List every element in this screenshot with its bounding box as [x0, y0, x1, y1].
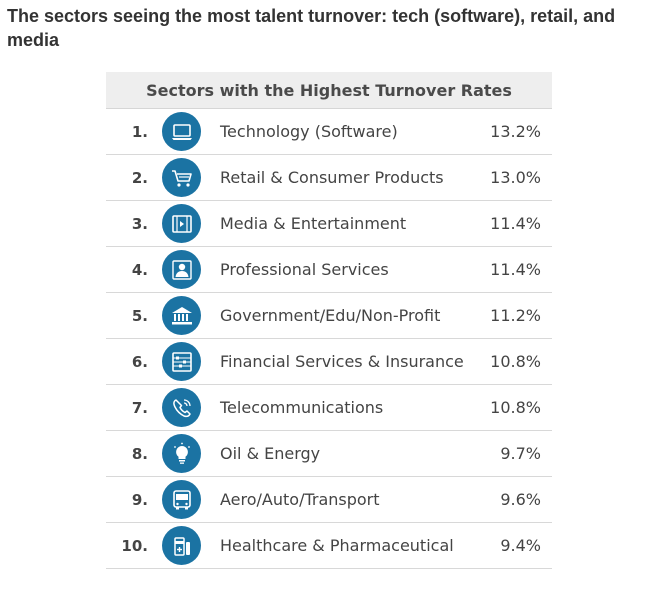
sector-label: Government/Edu/Non-Profit	[220, 306, 441, 325]
turnover-rate: 11.2%	[490, 306, 541, 325]
turnover-rate: 13.2%	[490, 122, 541, 141]
turnover-rate: 10.8%	[490, 352, 541, 371]
turnover-rate: 13.0%	[490, 168, 541, 187]
sector-label: Financial Services & Insurance	[220, 352, 464, 371]
sector-label: Telecommunications	[220, 398, 384, 417]
table-row: 3. Media & Entertainment 11.4%	[106, 201, 552, 247]
light-bulb-icon	[162, 434, 201, 473]
sector-label: Oil & Energy	[220, 444, 321, 463]
sector-label: Professional Services	[220, 260, 389, 279]
table-row: 10. Healthcare & Pharmaceutical 9.4%	[106, 523, 552, 569]
sector-label: Media & Entertainment	[220, 214, 407, 233]
table-row: 2. Retail & Consumer Products 13.0%	[106, 155, 552, 201]
table-title: Sectors with the Highest Turnover Rates	[106, 72, 552, 109]
rank-number: 7.	[131, 398, 148, 417]
rank-number: 8.	[131, 444, 148, 463]
table-row: 9. Aero/Auto/Transport 9.6%	[106, 477, 552, 523]
government-building-icon	[162, 296, 201, 335]
rank-number: 6.	[131, 352, 148, 371]
rank-number: 10.	[121, 536, 148, 555]
phone-icon	[162, 388, 201, 427]
rank-number: 3.	[131, 214, 148, 233]
person-icon	[162, 250, 201, 289]
rank-number: 4.	[131, 260, 148, 279]
rank-number: 9.	[131, 490, 148, 509]
abacus-icon	[162, 342, 201, 381]
laptop-icon	[162, 112, 201, 151]
table-row: 8. Oil & Energy 9.7%	[106, 431, 552, 477]
headline: The sectors seeing the most talent turno…	[7, 6, 616, 50]
rank-number: 2.	[131, 168, 148, 187]
turnover-rate: 9.4%	[500, 536, 541, 555]
bus-icon	[162, 480, 201, 519]
table-row: 7. Telecommunications 10.8%	[106, 385, 552, 431]
turnover-table: Sectors with the Highest Turnover Rates …	[106, 72, 552, 569]
rank-number: 1.	[131, 122, 148, 141]
table-row: 1. Technology (Software) 13.2%	[106, 109, 552, 155]
table-row: 6. Financial Services & Insurance 10.8%	[106, 339, 552, 385]
film-icon	[162, 204, 201, 243]
sector-label: Aero/Auto/Transport	[220, 490, 380, 509]
medicine-icon	[162, 526, 201, 565]
table-row: 4. Professional Services 11.4%	[106, 247, 552, 293]
turnover-rate: 10.8%	[490, 398, 541, 417]
table-body: 1. Technology (Software) 13.2% 2. Retail & C…	[106, 109, 552, 569]
turnover-rate: 11.4%	[490, 260, 541, 279]
turnover-rate: 9.7%	[500, 444, 541, 463]
sector-label: Technology (Software)	[220, 122, 398, 141]
turnover-rate: 11.4%	[490, 214, 541, 233]
turnover-rate: 9.6%	[500, 490, 541, 509]
shopping-cart-icon	[162, 158, 201, 197]
rank-number: 5.	[131, 306, 148, 325]
table-row: 5. Government/Edu/Non-Profit 11.2%	[106, 293, 552, 339]
sector-label: Retail & Consumer Products	[220, 168, 444, 187]
sector-label: Healthcare & Pharmaceutical	[220, 536, 454, 555]
